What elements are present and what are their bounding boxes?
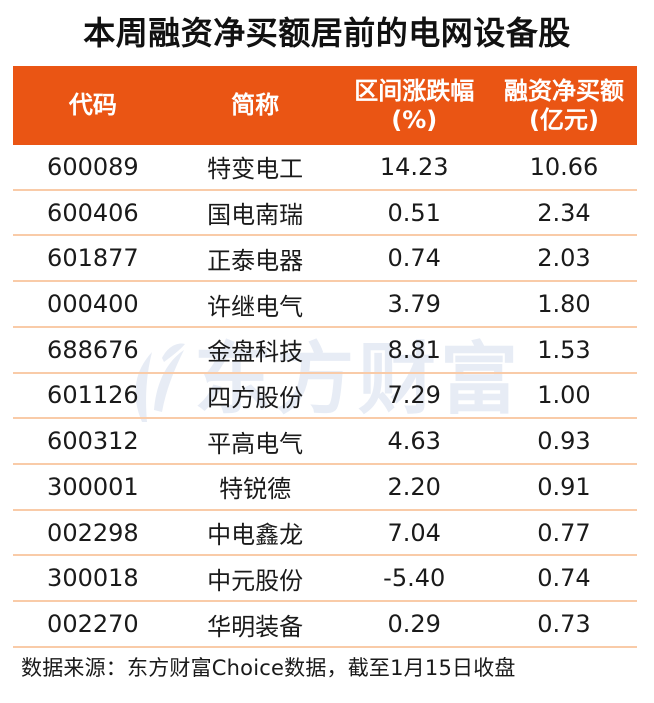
- cell-name: 中元股份: [207, 566, 304, 595]
- cell-change: 0.74: [387, 244, 441, 273]
- cell-code: 002298: [47, 518, 139, 547]
- cell-name: 华明装备: [207, 612, 304, 641]
- cell-code: 000400: [47, 290, 139, 319]
- cell-amount: 0.91: [537, 472, 591, 501]
- cell-name: 正泰电器: [207, 246, 304, 275]
- table-row: 601877 正泰电器 0.74 2.03: [13, 236, 637, 283]
- cell-change: -5.40: [383, 564, 446, 593]
- table-row: 002298 中电鑫龙 7.04 0.77: [13, 511, 637, 557]
- cell-change: 3.79: [387, 290, 441, 319]
- table-row: 300018 中元股份 -5.40 0.74: [13, 556, 637, 603]
- cell-code: 601877: [47, 244, 139, 273]
- cell-amount: 0.74: [537, 564, 591, 593]
- cell-amount: 1.00: [537, 381, 591, 410]
- cell-name: 金盘科技: [207, 338, 304, 367]
- column-header-name: 简称: [231, 91, 280, 120]
- cell-amount: 0.77: [537, 518, 591, 547]
- column-header-code: 代码: [68, 91, 117, 120]
- table-row: 601126 四方股份 7.29 1.00: [13, 374, 637, 420]
- cell-name: 国电南瑞: [207, 201, 304, 230]
- cell-change: 0.29: [387, 610, 441, 639]
- table-header-row: 代码 简称 区间涨跌幅 (%) 融资净买额 (亿元): [13, 66, 637, 145]
- table-row: 000400 许继电气 3.79 1.80: [13, 282, 637, 328]
- cell-name: 四方股份: [207, 383, 304, 412]
- cell-code: 002270: [47, 610, 139, 639]
- cell-change: 8.81: [387, 335, 441, 364]
- stock-table: 代码 简称 区间涨跌幅 (%) 融资净买额 (亿元) 600089 特变电工 1…: [13, 66, 637, 648]
- page-title: 本周融资净买额居前的电网设备股: [83, 14, 571, 52]
- cell-code: 600089: [47, 152, 139, 181]
- cell-code: 601126: [47, 381, 139, 410]
- cell-amount: 2.34: [537, 198, 591, 227]
- cell-amount: 10.66: [529, 152, 599, 181]
- cell-change: 14.23: [379, 152, 449, 181]
- cell-change: 4.63: [387, 427, 441, 456]
- cell-amount: 0.73: [537, 610, 591, 639]
- table-row: 300001 特锐德 2.20 0.91: [13, 465, 637, 511]
- table-row: 600406 国电南瑞 0.51 2.34: [13, 191, 637, 237]
- cell-code: 300001: [47, 472, 139, 501]
- data-source-note: 数据来源：东方财富Choice数据，截至1月15日收盘: [21, 656, 516, 680]
- cell-name: 特锐德: [219, 475, 292, 504]
- cell-amount: 2.03: [537, 244, 591, 273]
- cell-amount: 0.93: [537, 427, 591, 456]
- cell-name: 特变电工: [207, 155, 304, 184]
- table-row: 688676 金盘科技 8.81 1.53: [13, 328, 637, 374]
- cell-change: 2.20: [387, 472, 441, 501]
- cell-change: 7.04: [387, 518, 441, 547]
- table-row: 600312 平高电气 4.63 0.93: [13, 419, 637, 466]
- cell-amount: 1.53: [537, 335, 591, 364]
- cell-change: 0.51: [387, 198, 441, 227]
- cell-name: 中电鑫龙: [207, 521, 304, 550]
- column-header-amount: 融资净买额 (亿元): [503, 77, 624, 134]
- cell-name: 平高电气: [207, 429, 304, 458]
- cell-code: 300018: [47, 564, 139, 593]
- cell-code: 688676: [47, 335, 139, 364]
- column-header-change: 区间涨跌幅 (%): [354, 77, 475, 134]
- cell-code: 600312: [47, 427, 139, 456]
- table-row: 002270 华明装备 0.29 0.73: [13, 602, 637, 648]
- cell-code: 600406: [47, 198, 139, 227]
- cell-amount: 1.80: [537, 290, 591, 319]
- cell-name: 许继电气: [207, 292, 304, 321]
- cell-change: 7.29: [387, 381, 441, 410]
- table-row: 600089 特变电工 14.23 10.66: [13, 145, 637, 191]
